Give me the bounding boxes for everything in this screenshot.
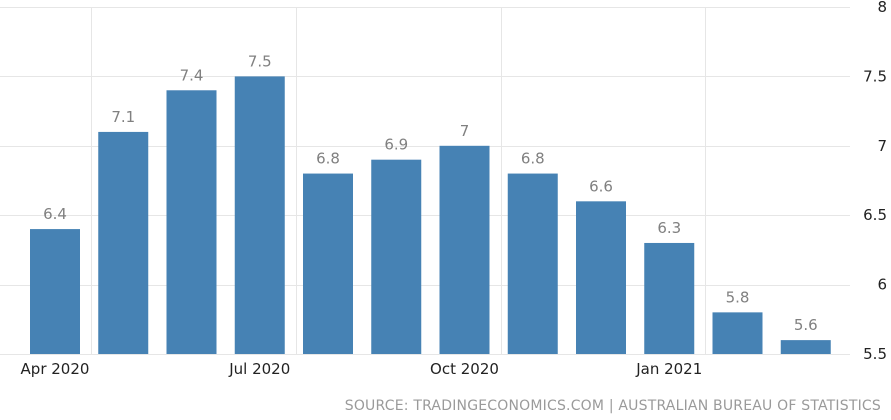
data-label-11: 5.6 xyxy=(794,316,818,334)
bar-jun-2020 xyxy=(166,90,217,354)
y-tick-label-1: 6 xyxy=(877,276,887,294)
bar-mar-2021 xyxy=(780,340,831,354)
data-label-8: 6.6 xyxy=(589,177,613,195)
x-tick-label-1: Jul 2020 xyxy=(228,360,290,378)
bar-nov-2020 xyxy=(507,173,558,354)
data-label-7: 6.8 xyxy=(521,150,545,168)
data-label-3: 7.5 xyxy=(248,52,272,70)
bar-apr-2020 xyxy=(30,229,80,354)
bar-aug-2020 xyxy=(303,173,353,354)
y-tick-label-4: 7.5 xyxy=(863,67,887,85)
x-tick-label-0: Apr 2020 xyxy=(21,360,90,378)
y-axis-ticks: 5.5 6 6.5 7 7.5 8 xyxy=(863,0,887,363)
bar-jul-2020 xyxy=(234,76,285,355)
bar-jan-2021 xyxy=(644,242,695,354)
y-tick-label-2: 6.5 xyxy=(863,206,887,224)
data-label-9: 6.3 xyxy=(657,219,681,237)
data-label-0: 6.4 xyxy=(43,205,67,223)
x-tick-label-3: Jan 2021 xyxy=(635,360,702,378)
bar-may-2020 xyxy=(98,131,149,354)
source-note: SOURCE: TRADINGECONOMICS.COM | AUSTRALIA… xyxy=(344,398,881,414)
data-label-6: 7 xyxy=(460,122,470,140)
y-tick-label-3: 7 xyxy=(877,137,887,155)
bar-oct-2020 xyxy=(439,145,490,354)
data-labels: 6.4 7.1 7.4 7.5 6.8 6.9 7 6.8 6.6 6.3 5.8 5.6 xyxy=(43,52,818,334)
data-label-4: 6.8 xyxy=(316,150,340,168)
x-axis-ticks: Apr 2020 Jul 2020 Oct 2020 Jan 2021 xyxy=(21,360,703,378)
y-tick-label-0: 5.5 xyxy=(863,345,887,363)
data-label-10: 5.8 xyxy=(726,288,750,306)
bars xyxy=(30,76,831,355)
bar-sep-2020 xyxy=(371,159,422,354)
data-label-1: 7.1 xyxy=(111,108,135,126)
bar-dec-2020 xyxy=(576,201,626,354)
data-label-5: 6.9 xyxy=(384,136,408,154)
x-tick-label-2: Oct 2020 xyxy=(430,360,499,378)
data-label-2: 7.4 xyxy=(180,66,204,84)
bar-feb-2021 xyxy=(712,312,763,354)
y-tick-label-5: 8 xyxy=(877,0,887,16)
